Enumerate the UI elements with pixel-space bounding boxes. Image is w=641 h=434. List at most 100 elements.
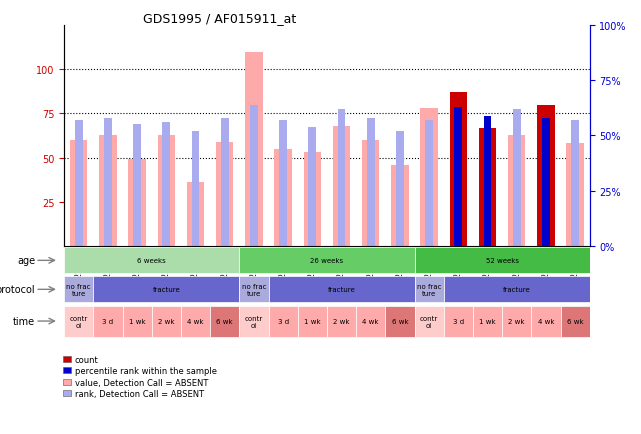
Legend: count, percentile rank within the sample, value, Detection Call = ABSENT, rank, : count, percentile rank within the sample… <box>63 355 217 398</box>
Text: contr
ol: contr ol <box>70 315 88 328</box>
Bar <box>187 183 204 246</box>
Text: GDS1995 / AF015911_at: GDS1995 / AF015911_at <box>143 12 296 25</box>
Bar <box>454 108 462 246</box>
Bar <box>210 306 239 337</box>
Text: 3 d: 3 d <box>278 318 288 324</box>
Bar <box>513 110 520 246</box>
Text: 6 weeks: 6 weeks <box>137 258 166 264</box>
Bar <box>531 306 560 337</box>
Bar <box>308 127 316 246</box>
Text: 4 wk: 4 wk <box>187 318 204 324</box>
Text: age: age <box>17 256 35 266</box>
Bar <box>560 306 590 337</box>
Text: no frac
ture: no frac ture <box>67 283 91 296</box>
Bar <box>99 135 117 246</box>
Bar <box>122 306 152 337</box>
Bar <box>420 109 438 246</box>
Text: 2 wk: 2 wk <box>508 318 525 324</box>
Bar <box>250 105 258 246</box>
Text: no frac
ture: no frac ture <box>417 283 442 296</box>
Text: 6 wk: 6 wk <box>217 318 233 324</box>
Bar <box>239 248 415 274</box>
Bar <box>158 135 175 246</box>
Text: 2 wk: 2 wk <box>158 318 174 324</box>
Bar <box>391 165 409 246</box>
Text: 26 weeks: 26 weeks <box>310 258 344 264</box>
Bar <box>449 93 467 246</box>
Bar <box>75 121 83 246</box>
Bar <box>537 105 554 246</box>
Bar <box>94 276 239 302</box>
Text: fracture: fracture <box>153 287 180 293</box>
Bar <box>239 276 269 302</box>
Bar <box>104 118 112 246</box>
Text: fracture: fracture <box>503 287 531 293</box>
Bar <box>216 142 233 246</box>
Bar <box>70 141 87 246</box>
Text: 4 wk: 4 wk <box>362 318 379 324</box>
Bar <box>567 144 584 246</box>
Bar <box>356 306 385 337</box>
Bar <box>338 110 345 246</box>
Bar <box>415 248 590 274</box>
Bar <box>483 116 492 246</box>
Bar <box>162 123 171 246</box>
Text: fracture: fracture <box>328 287 355 293</box>
Bar <box>571 121 579 246</box>
Bar <box>239 306 269 337</box>
Bar <box>385 306 415 337</box>
Bar <box>415 276 444 302</box>
Bar <box>444 276 590 302</box>
Text: 3 d: 3 d <box>453 318 464 324</box>
Text: 1 wk: 1 wk <box>479 318 496 324</box>
Bar <box>537 105 554 246</box>
Text: no frac
ture: no frac ture <box>242 283 266 296</box>
Bar <box>479 128 496 246</box>
Bar <box>64 306 94 337</box>
Bar <box>297 306 327 337</box>
Bar <box>473 306 502 337</box>
Text: 1 wk: 1 wk <box>304 318 320 324</box>
Bar <box>508 135 526 246</box>
Bar <box>269 306 297 337</box>
Bar <box>396 132 404 246</box>
Bar <box>425 121 433 246</box>
Bar <box>449 93 467 246</box>
Bar <box>64 248 239 274</box>
Text: 6 wk: 6 wk <box>567 318 583 324</box>
Bar <box>483 116 492 246</box>
Text: 2 wk: 2 wk <box>333 318 350 324</box>
Text: 4 wk: 4 wk <box>538 318 554 324</box>
Bar <box>479 128 496 246</box>
Bar <box>133 125 141 246</box>
Bar <box>454 108 462 246</box>
Bar <box>279 121 287 246</box>
Bar <box>269 276 415 302</box>
Bar <box>444 306 473 337</box>
Bar <box>192 132 199 246</box>
Text: time: time <box>13 316 35 326</box>
Text: 6 wk: 6 wk <box>392 318 408 324</box>
Text: contr
ol: contr ol <box>420 315 438 328</box>
Bar <box>304 153 321 246</box>
Text: contr
ol: contr ol <box>245 315 263 328</box>
Text: 52 weeks: 52 weeks <box>486 258 519 264</box>
Bar <box>327 306 356 337</box>
Bar <box>128 160 146 246</box>
Bar <box>152 306 181 337</box>
Text: protocol: protocol <box>0 285 35 295</box>
Bar <box>542 118 550 246</box>
Bar <box>274 149 292 246</box>
Bar <box>542 118 550 246</box>
Bar <box>362 141 379 246</box>
Text: 3 d: 3 d <box>103 318 113 324</box>
Text: 1 wk: 1 wk <box>129 318 146 324</box>
Bar <box>415 306 444 337</box>
Bar <box>64 276 94 302</box>
Bar <box>245 53 263 246</box>
Bar <box>181 306 210 337</box>
Bar <box>502 306 531 337</box>
Bar <box>94 306 122 337</box>
Bar <box>221 118 229 246</box>
Bar <box>333 126 350 246</box>
